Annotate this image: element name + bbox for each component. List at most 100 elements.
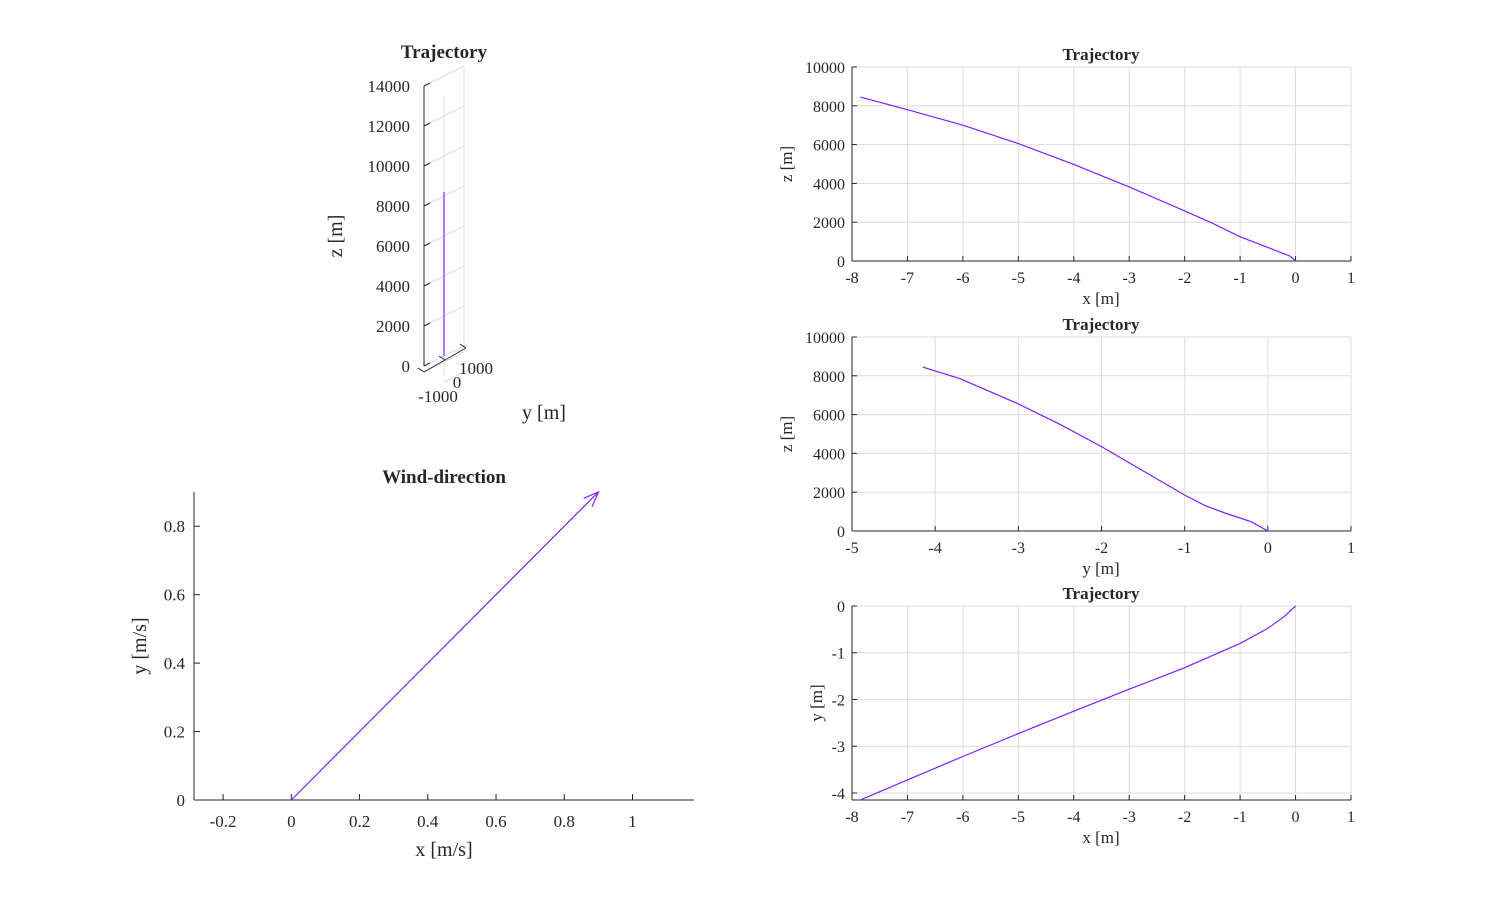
xy-y-tick-label: 0	[837, 599, 845, 616]
xz-y-tick-label: 0	[837, 254, 845, 271]
wind-direction-panel: Wind-direction x [m/s] y [m/s] -0.2 0 0.2 0…	[129, 467, 694, 861]
traj3d-y-tick	[459, 343, 467, 349]
xy-x-tick-label: -3	[1123, 809, 1136, 826]
traj3d-y-tick	[417, 367, 425, 373]
traj3d-z-tick-label: 0	[402, 357, 411, 376]
xy-x-tick-label: -8	[845, 809, 858, 826]
traj3d-z-tick-label: 12000	[368, 117, 411, 136]
xy-y-tick-label: -4	[832, 786, 845, 803]
traj3d-z-tick	[423, 122, 431, 127]
trajectory-xy-panel: Trajectory x [m] y [m] -8 -7 -6 -5 -4 -3 -2 -1 0…	[807, 584, 1355, 847]
xz-y-tick-label: 2000	[813, 215, 845, 232]
trajectory-3d-y-label: y [m]	[522, 402, 566, 424]
trajectory-xz-title: Trajectory	[1062, 45, 1140, 64]
traj3d-z-tick-label: 8000	[376, 197, 410, 216]
trajectory-yz-panel: Trajectory y [m] z [m] -5 -4 -3 -2 -1 0 1 0 2000…	[777, 315, 1355, 578]
xz-x-tick-label: -3	[1123, 270, 1136, 287]
wind-x-tick-label: 0.8	[554, 812, 575, 831]
wind-y-tick-label: 0	[177, 791, 186, 810]
xz-x-tick-label: -8	[845, 270, 858, 287]
trajectory-3d-z-label: z [m]	[325, 215, 347, 258]
xz-x-tick-label: -2	[1178, 270, 1191, 287]
xz-y-tick-label: 6000	[813, 138, 845, 155]
xy-x-tick-label: -1	[1233, 809, 1246, 826]
xy-x-tick-label: -5	[1012, 809, 1025, 826]
yz-y-tick-label: 2000	[813, 485, 845, 502]
traj3d-z-tick	[423, 322, 431, 327]
traj3d-floor-grid	[443, 361, 485, 383]
traj3d-y-tick	[438, 355, 446, 361]
yz-y-tick-label: 6000	[813, 408, 845, 425]
xy-x-tick-label: 1	[1347, 809, 1355, 826]
traj3d-z-tick	[423, 242, 431, 247]
wind-arrow-head	[583, 490, 600, 507]
xz-x-tick-label: -1	[1233, 270, 1246, 287]
traj3d-z-tick-label: 2000	[376, 317, 410, 336]
trajectory-xy-title: Trajectory	[1062, 584, 1140, 603]
yz-y-tick-label: 0	[837, 524, 845, 541]
xz-trajectory-line	[860, 96, 1296, 262]
trajectory-xz-panel: Trajectory x [m] z [m] -8 -7 -6 -5 -4 -3 -2 -1 0…	[777, 45, 1355, 308]
traj3d-z-tick	[423, 282, 431, 287]
yz-x-tick-label: 0	[1264, 540, 1272, 557]
yz-y-tick-label: 4000	[813, 446, 845, 463]
trajectory-xz-x-label: x [m]	[1082, 289, 1119, 308]
xy-y-tick-label: -3	[832, 739, 845, 756]
yz-trajectory-line	[922, 366, 1269, 532]
wind-direction-x-label: x [m/s]	[415, 839, 472, 861]
traj3d-z-tick-label: 4000	[376, 277, 410, 296]
xy-x-tick-label: -7	[901, 809, 914, 826]
wind-y-tick-label: 0.4	[164, 654, 186, 673]
xz-x-tick-label: -7	[901, 270, 914, 287]
wind-x-tick-label: 1	[628, 812, 637, 831]
xz-y-tick-label: 10000	[805, 60, 845, 77]
wind-x-tick-label: 0.4	[417, 812, 439, 831]
wind-direction-title: Wind-direction	[382, 467, 506, 488]
wind-y-tick-label: 0.6	[164, 586, 185, 605]
xz-x-tick-label: 0	[1292, 270, 1300, 287]
traj3d-z-tick-label: 10000	[368, 157, 411, 176]
wind-y-tick-label: 0.8	[164, 517, 185, 536]
wind-y-tick-label: 0.2	[164, 723, 185, 742]
traj3d-z-tick-label: 6000	[376, 237, 410, 256]
yz-x-tick-label: -3	[1012, 540, 1025, 557]
trajectory-xy-y-label: y [m]	[807, 684, 826, 721]
wind-x-tick-label: -0.2	[210, 812, 237, 831]
yz-x-tick-label: -1	[1178, 540, 1191, 557]
traj3d-z-tick	[423, 162, 431, 167]
yz-x-tick-label: -5	[845, 540, 858, 557]
yz-y-tick-label: 8000	[813, 369, 845, 386]
wind-x-tick-label: 0.6	[485, 812, 506, 831]
trajectory-xz-y-label: z [m]	[777, 146, 796, 182]
xy-x-tick-label: -2	[1178, 809, 1191, 826]
traj3d-z-gridline	[423, 65, 465, 87]
yz-x-tick-label: -4	[929, 540, 942, 557]
traj3d-z-tick	[423, 82, 431, 87]
xy-trajectory-line	[860, 605, 1297, 801]
xz-x-tick-label: -4	[1067, 270, 1080, 287]
xz-y-tick-label: 4000	[813, 176, 845, 193]
yz-y-tick-label: 10000	[805, 330, 845, 347]
yz-x-tick-label: -2	[1095, 540, 1108, 557]
xy-x-tick-label: 0	[1292, 809, 1300, 826]
xz-x-tick-label: -5	[1012, 270, 1025, 287]
wind-x-tick-label: 0.2	[349, 812, 370, 831]
xy-y-tick-label: -1	[832, 646, 845, 663]
yz-x-tick-label: 1	[1347, 540, 1355, 557]
traj3d-y-tick-label: 0	[453, 373, 462, 392]
traj3d-z-tick-label: 14000	[368, 77, 411, 96]
xy-x-tick-label: -4	[1067, 809, 1080, 826]
xz-y-tick-label: 8000	[813, 99, 845, 116]
xy-x-tick-label: -6	[956, 809, 969, 826]
trajectory-3d-title: Trajectory	[401, 42, 488, 63]
xz-x-tick-label: -6	[956, 270, 969, 287]
wind-direction-y-label: y [m/s]	[129, 617, 151, 674]
trajectory-3d-panel: Trajectory z [m] y [m] 0 2000 4000 6000 8000…	[325, 42, 566, 424]
traj3d-y-tick-label: 1000	[459, 359, 493, 378]
xy-y-tick-label: -2	[832, 692, 845, 709]
traj3d-z-tick	[423, 362, 431, 367]
traj3d-z-tick	[423, 202, 431, 207]
trajectory-yz-y-label: z [m]	[777, 416, 796, 452]
wind-arrow-shaft	[290, 491, 599, 801]
